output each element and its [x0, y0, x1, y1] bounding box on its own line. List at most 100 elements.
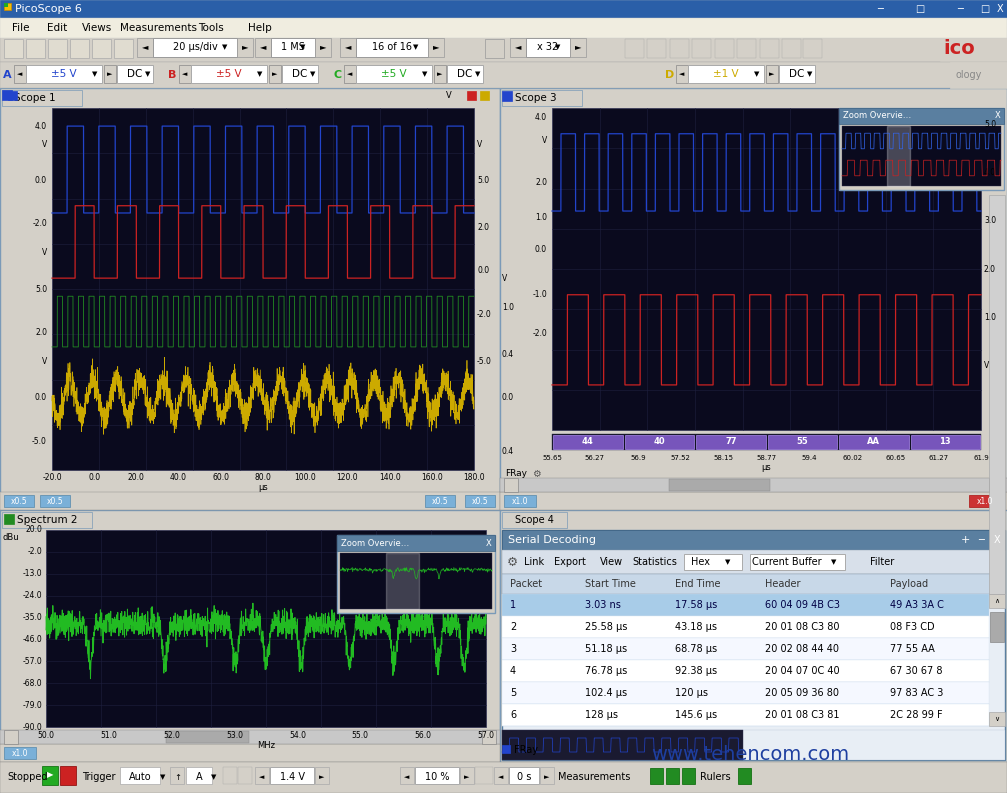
Text: -79.0: -79.0 [22, 700, 42, 710]
Text: ▼: ▼ [145, 71, 151, 77]
Text: 140.0: 140.0 [379, 473, 401, 482]
Bar [447, 65, 483, 83]
Text: Payload: Payload [890, 579, 928, 589]
Text: Header: Header [765, 579, 801, 589]
Text: ▼: ▼ [808, 71, 813, 77]
Text: ▼: ▼ [725, 559, 731, 565]
Bar [969, 495, 1001, 507]
Text: ►: ► [272, 71, 278, 77]
Text: ◄: ◄ [182, 71, 187, 77]
Text: ◄: ◄ [680, 71, 685, 77]
Text: 0.4: 0.4 [502, 350, 515, 358]
Bar [676, 65, 688, 83]
Text: V: V [502, 274, 508, 282]
Text: ▼: ▼ [475, 71, 480, 77]
Text: 5.0: 5.0 [984, 120, 996, 128]
Text: ◄: ◄ [347, 71, 352, 77]
Text: ▼: ▼ [160, 774, 166, 780]
Bar [839, 435, 908, 449]
Bar [282, 65, 318, 83]
Text: ∧: ∧ [995, 598, 1000, 604]
Bar [482, 730, 496, 744]
Bar [886, 126, 910, 186]
Text: Zoom Overvie…: Zoom Overvie… [341, 538, 409, 547]
Bar [485, 39, 504, 58]
Text: -13.0: -13.0 [22, 569, 42, 578]
Bar [117, 65, 153, 83]
Text: 5: 5 [510, 688, 517, 698]
Text: Rulers: Rulers [700, 772, 731, 782]
Bar [14, 65, 26, 83]
Bar [238, 767, 252, 784]
Text: Stopped: Stopped [7, 772, 47, 782]
Bar [692, 39, 711, 58]
Bar [337, 535, 495, 551]
Text: V: V [542, 136, 547, 144]
Text: Link: Link [524, 557, 544, 567]
Text: 17.58 µs: 17.58 µs [675, 600, 717, 610]
Bar [186, 767, 212, 784]
Bar [48, 39, 67, 58]
Text: 3.03 ns: 3.03 ns [585, 600, 621, 610]
Bar [475, 767, 493, 784]
Text: µs: µs [258, 484, 268, 492]
Text: 80.0: 80.0 [255, 473, 272, 482]
Bar [0, 88, 500, 510]
Bar [104, 65, 116, 83]
Text: 1.0: 1.0 [984, 312, 996, 322]
Text: 2: 2 [510, 622, 517, 632]
Text: ▼: ▼ [555, 44, 561, 50]
Text: ±5 V: ±5 V [382, 69, 407, 79]
Bar [114, 39, 133, 58]
Text: 20 05 09 36 80: 20 05 09 36 80 [765, 688, 839, 698]
Text: V: V [477, 140, 482, 149]
Bar [415, 767, 459, 784]
Bar [500, 478, 1007, 492]
Text: ▼: ▼ [223, 44, 228, 50]
Bar [502, 530, 1005, 550]
Text: 57.0: 57.0 [477, 730, 494, 740]
Text: x1.0: x1.0 [512, 496, 529, 505]
Text: -24.0: -24.0 [22, 591, 42, 600]
Text: 50.0: 50.0 [37, 730, 54, 740]
Bar [8, 91, 17, 100]
Text: -90.0: -90.0 [22, 722, 42, 731]
Text: 20 04 07 0C 40: 20 04 07 0C 40 [765, 666, 840, 676]
Text: 20.0: 20.0 [25, 526, 42, 534]
Text: ▼: ▼ [310, 71, 315, 77]
Bar [738, 768, 751, 784]
Bar [737, 39, 756, 58]
Text: 53.0: 53.0 [226, 730, 243, 740]
Text: 60.0: 60.0 [212, 473, 230, 482]
Text: 0.0: 0.0 [535, 245, 547, 255]
Text: Serial Decoding: Serial Decoding [508, 535, 596, 545]
Text: 76.78 µs: 76.78 µs [585, 666, 627, 676]
Bar [950, 62, 1007, 88]
Text: 59.4: 59.4 [802, 455, 817, 461]
Bar [344, 65, 356, 83]
Bar [191, 65, 267, 83]
Bar [504, 478, 518, 492]
Text: 20 01 08 C3 80: 20 01 08 C3 80 [765, 622, 840, 632]
Bar [910, 435, 980, 449]
Bar [4, 730, 18, 744]
Bar [502, 730, 1005, 760]
Text: dBu: dBu [3, 534, 19, 542]
Text: 1.4 V: 1.4 V [280, 772, 304, 782]
Text: 60.65: 60.65 [885, 455, 905, 461]
Bar [502, 745, 510, 753]
Text: ▼: ▼ [832, 559, 837, 565]
Text: 2.0: 2.0 [984, 265, 996, 274]
Bar [434, 65, 446, 83]
Text: 0.0: 0.0 [35, 176, 47, 185]
Text: 128 µs: 128 µs [585, 710, 618, 720]
Text: Measurements: Measurements [120, 23, 197, 33]
Bar [625, 39, 644, 58]
Text: Zoom Overvie…: Zoom Overvie… [843, 112, 911, 121]
Bar [779, 65, 815, 83]
Bar [170, 767, 184, 784]
Text: 20 µs/div: 20 µs/div [172, 42, 218, 52]
Bar [502, 550, 1005, 574]
Bar [467, 91, 476, 100]
Bar [255, 767, 269, 784]
